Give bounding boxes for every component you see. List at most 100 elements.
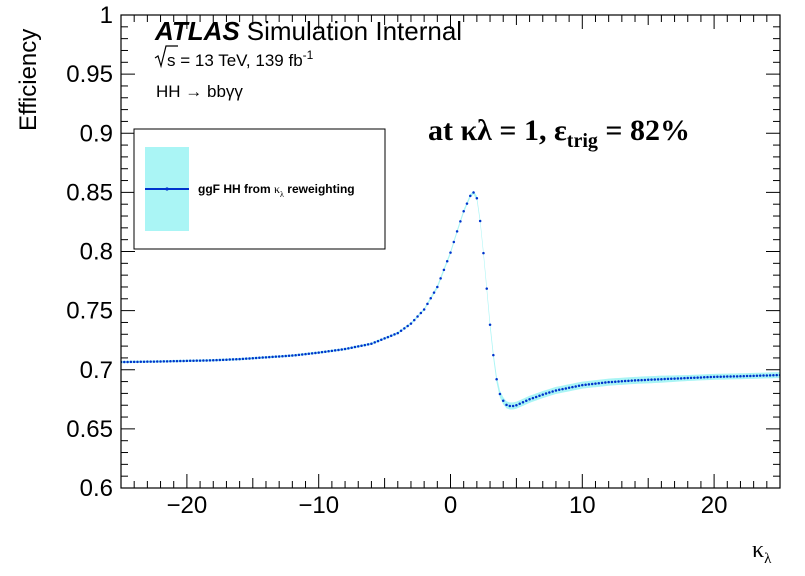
series-point bbox=[195, 359, 199, 362]
series-point bbox=[693, 376, 696, 379]
series-point bbox=[571, 385, 574, 389]
series-point bbox=[755, 374, 759, 378]
series-point bbox=[716, 375, 719, 379]
series-point bbox=[735, 375, 739, 378]
series-point bbox=[775, 373, 778, 377]
series-point bbox=[261, 356, 264, 359]
series-point bbox=[722, 375, 726, 378]
x-tick-label: 0 bbox=[444, 492, 457, 519]
series-point bbox=[241, 357, 245, 361]
series-point bbox=[268, 355, 271, 359]
series-point bbox=[165, 360, 169, 363]
series-point bbox=[248, 357, 251, 360]
series-point bbox=[604, 381, 607, 384]
series-point bbox=[343, 347, 347, 351]
y-tick-label: 0.65 bbox=[66, 416, 113, 443]
series-point bbox=[679, 377, 683, 380]
series-point bbox=[284, 354, 287, 358]
series-point bbox=[541, 393, 545, 396]
series-point bbox=[254, 356, 258, 360]
series-point bbox=[511, 404, 515, 408]
series-point bbox=[584, 383, 587, 386]
series-point bbox=[478, 219, 482, 223]
series-point bbox=[386, 335, 390, 339]
series-point bbox=[653, 378, 657, 381]
series-point bbox=[531, 396, 535, 400]
series-point bbox=[501, 399, 505, 403]
series-point bbox=[432, 291, 436, 294]
energy-lumi-label: s = 13 TeV, 139 fb-1 bbox=[154, 45, 314, 70]
series-point bbox=[182, 359, 185, 363]
series-point bbox=[528, 398, 531, 401]
series-point bbox=[610, 380, 614, 384]
series-point bbox=[370, 342, 373, 345]
series-point bbox=[719, 375, 722, 378]
series-point bbox=[660, 377, 663, 381]
series-point bbox=[469, 194, 472, 198]
series-point bbox=[142, 360, 146, 363]
y-tick-label: 0.6 bbox=[80, 475, 113, 502]
series-point bbox=[264, 356, 268, 359]
series-point bbox=[419, 311, 423, 315]
series-point bbox=[544, 392, 548, 395]
series-point bbox=[459, 220, 462, 223]
series-point bbox=[643, 378, 647, 382]
series-point bbox=[281, 354, 284, 358]
series-point bbox=[650, 378, 653, 381]
series-point bbox=[538, 394, 541, 398]
x-tick-labels: −20 −10 0 10 20 bbox=[167, 492, 728, 519]
y-tick-label: 0.95 bbox=[66, 61, 113, 88]
series-point bbox=[729, 375, 732, 378]
series-point bbox=[146, 360, 149, 363]
series-point bbox=[422, 308, 426, 311]
series-point bbox=[399, 329, 403, 332]
series-point bbox=[600, 381, 604, 385]
series-point bbox=[429, 296, 432, 300]
series-point bbox=[202, 359, 205, 362]
atlas-label: ATLAS Simulation Internal bbox=[154, 16, 462, 46]
series-point bbox=[330, 349, 334, 353]
series-point bbox=[758, 374, 762, 377]
series-point bbox=[291, 354, 294, 357]
series-points bbox=[121, 191, 780, 408]
series-point bbox=[472, 191, 475, 194]
legend-label: ggF HH from κλ reweighting bbox=[198, 182, 355, 199]
series-point bbox=[739, 375, 742, 378]
series-point bbox=[762, 374, 765, 377]
series-point bbox=[567, 386, 571, 390]
series-point bbox=[449, 251, 452, 254]
series-point bbox=[554, 389, 558, 392]
series-point bbox=[482, 251, 485, 255]
series-point bbox=[702, 376, 706, 379]
series-point bbox=[274, 355, 278, 358]
series-point bbox=[363, 343, 367, 347]
series-point bbox=[577, 384, 581, 388]
series-point bbox=[337, 348, 340, 352]
series-point bbox=[772, 374, 775, 377]
series-point bbox=[590, 382, 594, 386]
series-point bbox=[132, 360, 136, 364]
y-tick-labels: 0.6 0.65 0.7 0.75 0.8 0.85 0.9 0.95 1 bbox=[66, 2, 113, 502]
series-point bbox=[706, 375, 709, 379]
series-point bbox=[212, 359, 215, 362]
x-tick-label: 20 bbox=[701, 492, 728, 519]
series-point bbox=[637, 378, 640, 382]
series-point bbox=[403, 327, 406, 330]
series-point bbox=[221, 358, 225, 362]
series-point bbox=[366, 343, 370, 346]
series-point bbox=[413, 318, 416, 322]
series-point bbox=[376, 339, 380, 343]
x-axis-lambda: λ bbox=[764, 551, 772, 567]
series-point bbox=[314, 351, 317, 355]
series-point bbox=[656, 378, 660, 381]
series-point bbox=[356, 345, 360, 348]
series-point bbox=[129, 360, 133, 364]
series-point bbox=[742, 374, 745, 378]
series-point bbox=[205, 359, 208, 362]
series-point bbox=[439, 277, 442, 280]
series-point bbox=[136, 360, 139, 364]
series-point bbox=[475, 197, 479, 200]
series-point bbox=[149, 360, 152, 363]
series-point bbox=[623, 379, 627, 383]
series-point bbox=[670, 377, 673, 381]
